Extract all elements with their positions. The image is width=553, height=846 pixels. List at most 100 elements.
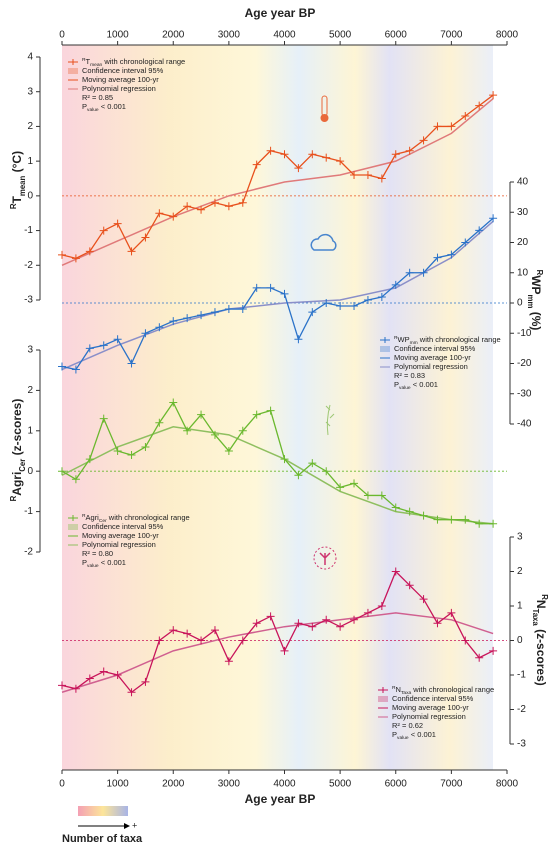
- x-tick-label: 0: [59, 779, 65, 790]
- legend-reg: Polynomial regression: [394, 362, 468, 371]
- range-marker: [183, 426, 192, 435]
- range-marker: [238, 198, 247, 207]
- x-tick-label: 1000: [107, 30, 130, 41]
- legend-r2: R² = 0.80: [82, 549, 113, 558]
- range-marker: [336, 157, 345, 166]
- range-marker: [363, 171, 372, 180]
- range-marker: [363, 295, 372, 304]
- range-marker: [113, 219, 122, 228]
- text-part: (z-scores): [534, 626, 548, 686]
- range-marker: [266, 612, 275, 621]
- moving-average-line: [61, 570, 494, 694]
- text-part: mean: [18, 175, 27, 196]
- range-marker: [252, 160, 261, 169]
- range-marker: [238, 305, 247, 314]
- range-marker: [210, 198, 219, 207]
- text-part: value: [87, 107, 99, 113]
- range-marker: [224, 447, 233, 455]
- range-marker: [127, 688, 136, 697]
- range-marker: [58, 362, 66, 371]
- range-marker: [252, 410, 261, 419]
- range-marker: [169, 398, 178, 407]
- legend-ci: Confidence interval 95%: [82, 66, 164, 75]
- x-tick-label: 5000: [329, 779, 352, 790]
- x-tick-label: 2000: [162, 779, 185, 790]
- range-marker: [113, 671, 122, 679]
- range-marker: [433, 122, 442, 131]
- range-marker: [461, 515, 470, 524]
- y-tick-label: 0: [27, 466, 33, 477]
- text-part: N: [396, 685, 401, 694]
- range-marker: [71, 254, 80, 263]
- range-marker: [322, 467, 331, 476]
- range-marker: [489, 91, 498, 100]
- range-marker: [475, 226, 484, 235]
- range-marker: [322, 153, 331, 162]
- text-part: R: [9, 495, 18, 501]
- range-marker: [183, 629, 192, 638]
- y-tick-label: 3: [517, 532, 523, 543]
- text-part: < 0.001: [409, 730, 436, 739]
- text-part: R: [82, 513, 86, 519]
- y-tick-label: -2: [24, 547, 33, 558]
- text-part: R: [392, 685, 396, 691]
- range-marker: [113, 335, 122, 344]
- legend-range: RWPmm with chronological range: [394, 335, 501, 346]
- y-axis-title: RTmean (°C): [9, 151, 27, 209]
- y-tick-label: -10: [517, 328, 532, 339]
- range-marker: [280, 646, 289, 655]
- range-marker: [433, 253, 442, 262]
- range-marker: [210, 626, 219, 635]
- y-tick-label: 30: [517, 207, 529, 218]
- legend-range: RAgriCer with chronological range: [82, 513, 190, 524]
- range-marker: [336, 302, 345, 311]
- range-marker: [489, 519, 498, 528]
- range-marker: [308, 150, 317, 159]
- text-part: mm: [410, 341, 418, 346]
- range-marker: [99, 226, 108, 235]
- range-marker: [127, 451, 136, 460]
- range-marker: [405, 146, 414, 155]
- range-marker: [127, 359, 136, 368]
- range-marker: [308, 459, 317, 468]
- icons: [310, 95, 337, 570]
- y-tick-label: -2: [24, 260, 33, 271]
- legend-p: Pvalue < 0.001: [392, 730, 436, 741]
- range-marker: [489, 214, 498, 223]
- range-marker: [252, 619, 261, 628]
- x-tick-label: 7000: [440, 30, 463, 41]
- text-part: value: [399, 385, 411, 391]
- y-tick-label: -2: [517, 704, 526, 715]
- range-marker: [475, 519, 484, 528]
- range-marker: [71, 365, 80, 374]
- legend-ci-swatch: [378, 696, 388, 702]
- range-marker: [294, 471, 303, 480]
- range-marker: [280, 455, 289, 464]
- range-marker: [475, 653, 484, 662]
- text-part: value: [87, 563, 99, 569]
- legend-p: Pvalue < 0.001: [82, 102, 126, 113]
- range-marker: [197, 410, 206, 419]
- x-tick-label: 2000: [162, 30, 185, 41]
- legend-range: RTmean with chronological range: [82, 57, 185, 68]
- range-marker: [405, 507, 414, 516]
- range-marker: [447, 515, 456, 524]
- range-marker: [280, 150, 289, 159]
- text-part: T: [86, 57, 91, 66]
- range-marker: [461, 238, 470, 247]
- legend-ma: Moving average 100-yr: [82, 75, 159, 84]
- range-marker: [197, 636, 206, 645]
- legend-range-icon: [378, 687, 388, 693]
- text-part: N: [534, 600, 548, 609]
- text-part: R: [9, 203, 18, 209]
- y-tick-label: 10: [517, 267, 529, 278]
- x-axis-title-bottom: Age year BP: [245, 792, 316, 806]
- range-marker: [141, 329, 150, 338]
- range-marker: [224, 202, 233, 211]
- range-marker: [252, 283, 261, 292]
- range-marker: [155, 418, 164, 427]
- text-part: mean: [90, 63, 102, 68]
- range-marker: [377, 602, 386, 610]
- taxa-arrow-head: [124, 823, 130, 829]
- range-marker: [489, 646, 498, 655]
